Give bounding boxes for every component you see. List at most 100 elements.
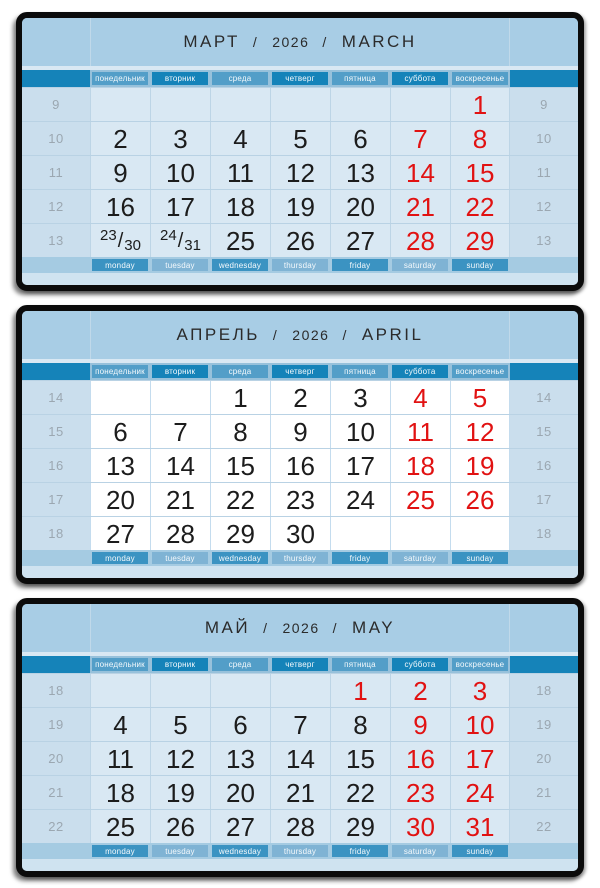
week-number: 18 <box>22 517 90 550</box>
weekday-band-side <box>22 550 90 566</box>
week-row: 17 20 21 22 23 24 25 26 17 <box>22 482 578 516</box>
week-number: 13 <box>22 224 90 257</box>
weekday-label-ru: среда <box>212 72 268 85</box>
week-number: 19 <box>510 708 578 741</box>
weekday-label-en: wednesday <box>212 552 268 564</box>
date-cell: 12 <box>270 156 330 189</box>
date-cell: 21 <box>390 190 450 223</box>
weekday-slot: monday <box>90 843 150 859</box>
week-row: 21 18 19 20 21 22 23 24 21 <box>22 775 578 809</box>
date-cell: 4 <box>210 122 270 155</box>
weekday-slot: monday <box>90 550 150 566</box>
date-cell: 30 <box>270 517 330 550</box>
date-cell: 5 <box>450 381 510 414</box>
date-primary: 24 <box>160 227 177 244</box>
weekday-label-en: thursday <box>272 552 328 564</box>
month-year: 2026 <box>282 620 320 636</box>
weekday-label-en: monday <box>92 845 148 857</box>
weekday-header-row: понедельник вторник среда четверг пятница суб… <box>22 70 578 87</box>
weekday-label-en: thursday <box>272 845 328 857</box>
weekday-band-side <box>510 550 578 566</box>
month-year: 2026 <box>292 327 330 343</box>
week-row: 18 27 28 29 30 18 <box>22 516 578 550</box>
date-cell: 12 <box>150 742 210 775</box>
date-cell: 27 <box>90 517 150 550</box>
weekday-band-side <box>22 70 90 87</box>
weekday-slot: четверг <box>270 363 330 380</box>
date-cell: 10 <box>330 415 390 448</box>
date-cell: 10 <box>150 156 210 189</box>
weekday-label-en: sunday <box>452 845 508 857</box>
weekday-label-ru: понедельник <box>92 72 148 85</box>
calendar-block-april: АПРЕЛЬ / 2026 / APRIL понедельник вторник… <box>16 305 584 584</box>
title-side-left <box>22 311 91 359</box>
weekday-label-en: friday <box>332 552 388 564</box>
weekday-label-ru: среда <box>212 658 268 671</box>
weekday-label-ru: четверг <box>272 658 328 671</box>
date-primary: 23 <box>100 227 117 244</box>
week-number: 21 <box>510 776 578 809</box>
date-cell: 22 <box>330 776 390 809</box>
weekday-label-en: wednesday <box>212 845 268 857</box>
date-cell-empty <box>390 517 450 550</box>
weekday-label-en: saturday <box>392 552 448 564</box>
weekday-band-side <box>22 363 90 380</box>
date-cell: 9 <box>270 415 330 448</box>
week-number: 14 <box>510 381 578 414</box>
week-number: 22 <box>22 810 90 843</box>
weekday-slot: пятница <box>330 363 390 380</box>
weekday-slot: thursday <box>270 550 330 566</box>
weekday-footer-row: monday tuesday wednesday thursday friday satu… <box>22 550 578 566</box>
weekday-label-ru: четверг <box>272 72 328 85</box>
date-cell: 24 <box>450 776 510 809</box>
date-cell: 11 <box>390 415 450 448</box>
month-title: МАЙ / 2026 / MAY <box>91 604 509 652</box>
week-number: 20 <box>510 742 578 775</box>
date-cell: 6 <box>210 708 270 741</box>
date-cell: 15 <box>210 449 270 482</box>
weekday-slot: среда <box>210 363 270 380</box>
weekday-slot: thursday <box>270 257 330 273</box>
date-cell: 28 <box>390 224 450 257</box>
calendar-block-march: МАРТ / 2026 / MARCH понедельник вторник ср… <box>16 12 584 291</box>
date-cell: 11 <box>90 742 150 775</box>
date-cell: 3 <box>330 381 390 414</box>
week-number: 18 <box>510 674 578 707</box>
divider-strip <box>22 66 578 70</box>
week-row: 11 9 10 11 12 13 14 15 11 <box>22 155 578 189</box>
week-number: 16 <box>510 449 578 482</box>
week-number: 9 <box>510 88 578 121</box>
date-cell: 17 <box>450 742 510 775</box>
weekday-label-en: thursday <box>272 259 328 271</box>
date-cell: 7 <box>150 415 210 448</box>
week-number: 15 <box>510 415 578 448</box>
weekday-footer-row: monday tuesday wednesday thursday friday satu… <box>22 257 578 273</box>
month-name-ru: АПРЕЛЬ <box>176 325 260 344</box>
week-number: 22 <box>510 810 578 843</box>
weekday-slot: tuesday <box>150 550 210 566</box>
month-year: 2026 <box>272 34 310 50</box>
date-cell-empty <box>150 381 210 414</box>
weekday-slot: воскресенье <box>450 656 510 673</box>
date-cell: 6 <box>90 415 150 448</box>
title-side-left <box>22 604 91 652</box>
week-number: 9 <box>22 88 90 121</box>
date-cell: 9 <box>90 156 150 189</box>
weekday-band-side <box>22 257 90 273</box>
week-number: 18 <box>510 517 578 550</box>
date-cell: 30 <box>390 810 450 843</box>
weekday-band-side <box>22 656 90 673</box>
weekday-header-row: понедельник вторник среда четверг пятница суб… <box>22 363 578 380</box>
weekday-band-side <box>510 656 578 673</box>
bottom-strip <box>22 566 578 578</box>
date-cell-empty <box>90 88 150 121</box>
week-number: 11 <box>510 156 578 189</box>
weekday-band-side <box>510 363 578 380</box>
weekday-slot: понедельник <box>90 363 150 380</box>
weekday-label-en: wednesday <box>212 259 268 271</box>
date-cell: 29 <box>330 810 390 843</box>
weekday-label-en: monday <box>92 552 148 564</box>
week-row: 18 1 2 3 18 <box>22 673 578 707</box>
